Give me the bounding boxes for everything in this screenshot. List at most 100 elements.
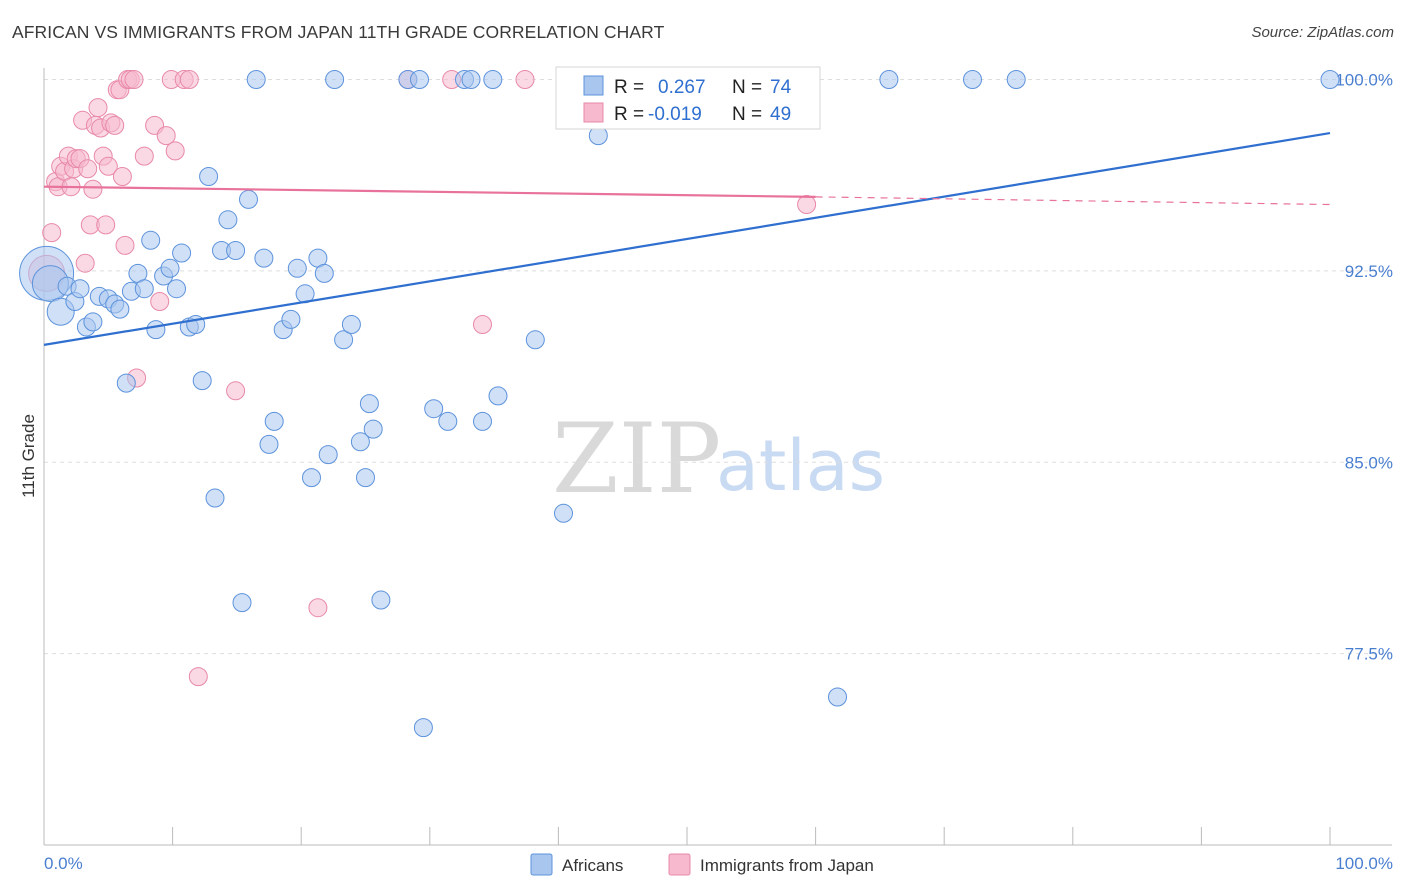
japan-point-21 [98,156,118,176]
japan-point-48 [797,195,817,214]
japan-point-35 [156,126,176,146]
japan-point-20 [96,215,116,235]
japan-point-23 [105,115,125,135]
africans-point-49 [359,394,379,414]
y-tick-label-2: 92.5% [1345,262,1393,281]
africans-point-40 [302,468,321,488]
japan-point-1 [42,223,62,243]
africans-point-70 [879,70,899,89]
legend-japan-label: Immigrants from Japan [700,856,874,875]
japan-point-39 [179,70,199,89]
africans-point-69 [828,687,847,707]
stats-pink-r-label: R = [614,104,644,125]
japan-point-46 [515,70,535,89]
japan-point-42 [308,598,328,618]
stats-blue-n-label: N = [732,77,762,98]
africans-point-54 [413,718,433,738]
japan-regression-extension [815,196,1331,206]
legend-japan-swatch [668,853,691,876]
japan-point-45 [473,315,492,334]
africans-point-53 [410,70,429,89]
y-tick-label-1: 85.0% [1345,453,1393,472]
y-tick-label-0: 77.5% [1345,645,1393,664]
japan-point-34 [150,292,170,311]
africans-point-7 [83,312,103,332]
watermark-zip: ZIP [552,403,721,515]
africans-point-51 [371,590,391,610]
africans-point-26 [205,488,225,508]
series-legend: Africans Immigrants from Japan [530,853,874,876]
africans-point-37 [281,309,301,329]
stats-pink-n-value: 49 [770,104,791,125]
africans-point-34 [259,434,279,454]
africans-point-30 [232,593,252,613]
x-ticks [43,827,1331,845]
africans-point-35 [264,411,284,431]
africans-point-72 [1006,70,1026,89]
series-africans-points [19,70,1340,738]
africans-point-45 [334,330,354,350]
japan-regression-line [43,185,816,198]
japan-point-41 [226,381,246,401]
africans-point-33 [254,248,274,268]
stats-legend-box: R = 0.267 N = 74 R = -0.019 N = 49 [555,66,821,130]
africans-point-42 [314,263,334,283]
legend-africans-label: Africans [562,856,623,875]
africans-point-44 [325,70,345,89]
x-tick-label-max: 100.0% [1335,854,1393,873]
africans-point-15 [134,279,154,299]
africans-point-73 [1320,70,1340,89]
stats-blue-r-label: R = [614,77,644,98]
watermark: ZIP atlas [552,403,885,515]
y-axis-label: 11th Grade [19,414,38,498]
japan-point-13 [78,159,98,179]
japan-point-26 [112,167,132,186]
x-tick-label-min: 0.0% [44,854,83,873]
gridlines [44,79,1392,655]
chart-title: AFRICAN VS IMMIGRANTS FROM JAPAN 11TH GR… [12,22,665,42]
stats-blue-swatch [583,75,604,96]
africans-point-63 [554,503,573,523]
japan-point-37 [165,141,185,161]
stats-pink-swatch [583,102,604,123]
series-immigrants-japan-points [28,70,817,687]
africans-point-28 [218,210,238,230]
stats-blue-r-value: 0.267 [658,77,706,98]
japan-point-17 [88,98,108,118]
africans-point-59 [473,411,492,431]
y-tick-label-3: 100.0% [1335,71,1393,90]
regression-lines [43,131,1331,346]
japan-point-15 [83,179,103,199]
japan-point-40 [188,667,208,687]
japan-point-12 [75,253,95,273]
japan-point-30 [124,70,144,89]
africans-point-11 [110,299,130,319]
africans-point-17 [146,320,166,340]
stats-pink-n-label: N = [732,104,762,125]
africans-point-20 [167,279,186,299]
africans-point-56 [438,411,458,431]
africans-point-61 [488,386,508,406]
legend-africans-swatch [530,853,553,876]
africans-point-21 [172,243,192,263]
africans-point-5 [70,279,90,299]
africans-point-60 [483,70,503,89]
africans-point-24 [192,371,212,391]
stats-blue-n-value: 74 [770,77,792,98]
africans-point-71 [963,70,982,89]
africans-point-50 [363,419,383,439]
africans-point-55 [424,399,444,419]
africans-point-62 [525,330,545,350]
africans-point-29 [226,241,246,260]
y-tick-labels: 77.5% 85.0% 92.5% 100.0% [1335,71,1393,664]
africans-point-12 [116,373,136,393]
africans-point-25 [199,167,219,186]
africans-point-46 [341,315,361,334]
africans-point-47 [350,432,370,452]
japan-point-27 [115,235,135,255]
watermark-atlas: atlas [716,425,885,507]
africans-point-43 [318,445,338,465]
japan-point-32 [134,146,154,166]
africans-point-38 [287,258,307,278]
